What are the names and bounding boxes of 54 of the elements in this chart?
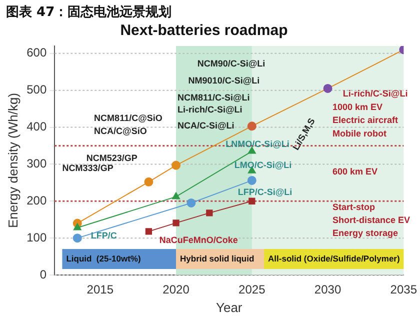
x-tick-label: 2030 xyxy=(314,282,342,297)
annotation: LMO/C-Si@Li xyxy=(234,160,292,170)
x-axis-title: Year xyxy=(216,300,243,315)
annotation: 600 km EV xyxy=(332,166,378,176)
annotation: LFP/C-Si@Li xyxy=(238,186,292,197)
y-tick-label: 300 xyxy=(26,156,47,171)
annotation: Energy storage xyxy=(332,228,398,238)
annotation: NCM811/C-Si@Li xyxy=(177,92,250,102)
y-tick-label: 0 xyxy=(40,267,47,282)
point xyxy=(247,122,256,131)
annotation: 1000 km EV xyxy=(332,102,382,112)
y-tick-label: 200 xyxy=(26,193,47,208)
y-tick-label: 100 xyxy=(26,230,47,244)
x-tick-label: 2015 xyxy=(86,282,114,297)
annotation: NCM811/C@SiO xyxy=(94,112,162,123)
annotation: Start-stop xyxy=(332,202,376,212)
annotation: LNMO/C-Si@Li xyxy=(226,139,290,150)
band-label: Hybrid solid liquid xyxy=(180,253,254,264)
x-tick-label: 2035 xyxy=(390,282,418,297)
annotation: NM9010/C-Si@Li xyxy=(188,75,260,86)
chart-subtitle: Next-batteries roadmap xyxy=(120,22,288,40)
point xyxy=(172,220,180,226)
point xyxy=(248,198,256,204)
annotation: NCM90/C-Si@Li xyxy=(197,58,266,69)
annotation: Short-distance EV xyxy=(332,215,410,226)
annotation: NCA/C@SiO xyxy=(94,126,147,136)
point xyxy=(144,177,154,186)
annotation: Electric aircraft xyxy=(332,115,398,126)
y-axis-title: Energy density (Wh/kg) xyxy=(5,92,20,228)
annotation: NaCuFeMnO/Coke xyxy=(159,235,238,246)
point xyxy=(206,210,213,216)
x-tick-label: 2025 xyxy=(238,282,266,297)
point xyxy=(73,223,82,230)
annotation: LFP/C xyxy=(90,230,118,240)
point xyxy=(323,84,332,93)
point xyxy=(247,176,256,185)
point xyxy=(172,192,180,200)
band-label: All-solid (Oxide/Sulfide/Polymer) xyxy=(268,253,400,264)
chart-title: 图表 47：固态电池远景规划 xyxy=(6,4,172,21)
y-tick-label: 600 xyxy=(26,46,47,60)
point xyxy=(172,160,181,170)
band-label: Liquid (25-10wt%) xyxy=(66,253,141,264)
point xyxy=(72,234,82,243)
y-tick-label: 500 xyxy=(26,82,47,97)
point xyxy=(186,198,196,208)
annotation: Li-rich/C-Si@Li xyxy=(177,104,242,114)
x-tick-label: 2020 xyxy=(162,282,190,297)
annotation: Li-rich/C-Si@Li xyxy=(342,88,408,99)
annotation: Mobile robot xyxy=(332,128,386,138)
annotation: NCM333/GP xyxy=(62,163,114,173)
annotation: NCA/C-Si@Li xyxy=(177,120,234,131)
point xyxy=(145,228,152,235)
y-tick-label: 400 xyxy=(26,120,47,134)
annotation: NCM523/GP xyxy=(86,153,138,164)
